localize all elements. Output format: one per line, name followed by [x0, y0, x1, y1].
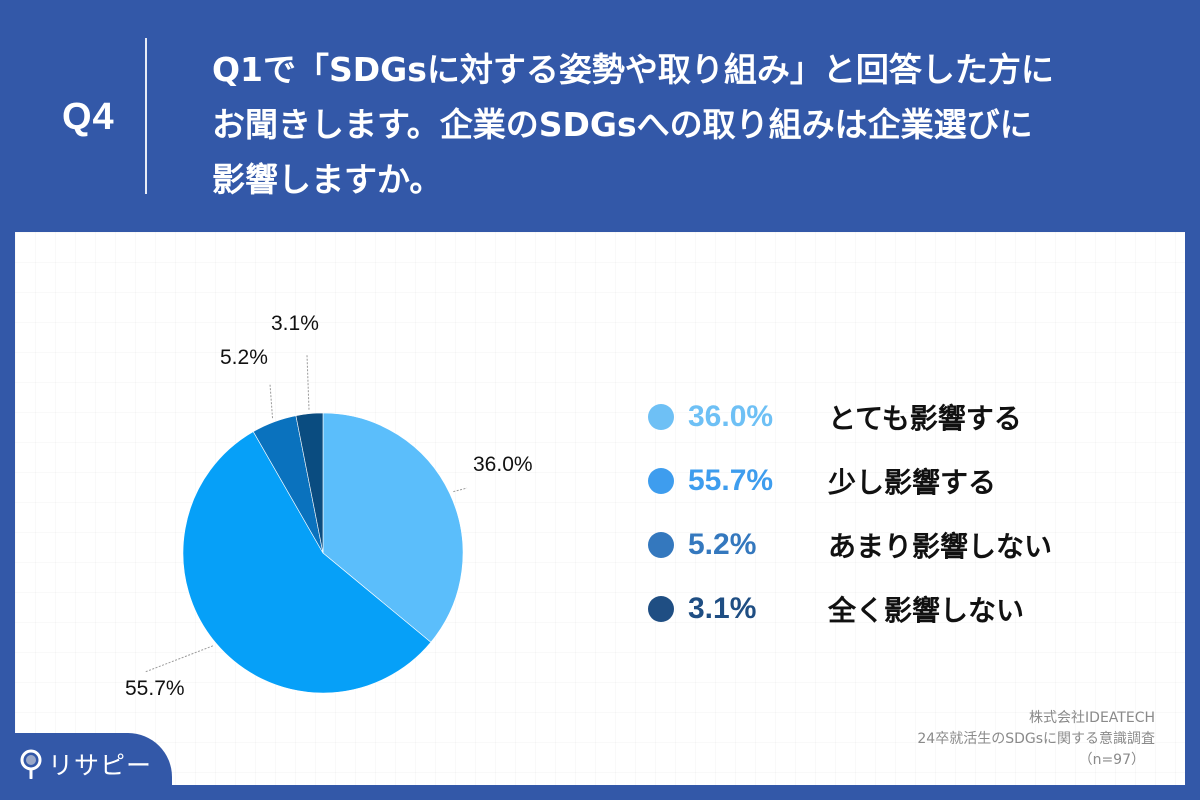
source-sample-size: （n=97） — [1078, 752, 1145, 768]
question-line: 影響しますか。 — [212, 160, 443, 199]
legend-item-very: 36.0% とても影響する — [648, 385, 1052, 449]
legend-dot-icon — [648, 532, 674, 558]
leader-line — [269, 383, 274, 419]
chart-panel: 36.0% 55.7% 5.2% 3.1% 株式会社IDEATECH 24卒就活… — [15, 232, 1185, 785]
question-line: Q1で「SDGsに対する姿勢や取り組み」と回答した方に — [212, 50, 1054, 89]
header-divider — [145, 38, 147, 194]
leader-line — [306, 354, 310, 410]
pie-slice-somewhat — [182, 431, 432, 694]
pie-label-very: 36.0% — [473, 453, 533, 476]
source-survey: 24卒就活生のSDGsに関する意識調査 — [917, 731, 1155, 747]
legend-item-not-much: 5.2% あまり影響しない — [648, 513, 1052, 577]
leader-line — [144, 645, 214, 673]
legend-label: あまり影響しない — [828, 530, 1053, 563]
pie-label-somewhat: 55.7% — [125, 677, 185, 700]
legend-item-not-at-all: 3.1% 全く影響しない — [648, 577, 1052, 641]
legend-dot-icon — [648, 468, 674, 494]
legend-label: とても影響する — [828, 402, 1022, 435]
brand-logo: リサピー — [20, 746, 152, 782]
question-text: Q1で「SDGsに対する姿勢や取り組み」と回答した方に お聞きします。企業のSD… — [212, 42, 1142, 207]
legend-dot-icon — [648, 404, 674, 430]
source-note: 株式会社IDEATECH 24卒就活生のSDGsに関する意識調査 （n=97） — [917, 708, 1155, 771]
pie-chart — [144, 354, 468, 694]
legend-percent: 36.0% — [688, 400, 774, 433]
legend-label: 全く影響しない — [828, 594, 1025, 627]
legend-dot-icon — [648, 596, 674, 622]
legend-label: 少し影響する — [828, 466, 997, 499]
question-header: Q4 Q1で「SDGsに対する姿勢や取り組み」と回答した方に お聞きします。企業… — [0, 0, 1200, 232]
logo-text: リサピー — [48, 751, 153, 780]
leader-line — [453, 487, 468, 493]
chart-legend: 36.0% とても影響する 55.7% 少し影響する 5.2% あまり影響しない… — [648, 385, 1052, 641]
pie-slice-not-at-all — [295, 412, 324, 554]
legend-percent: 55.7% — [688, 464, 774, 497]
legend-percent: 3.1% — [688, 592, 757, 625]
pie-label-not-at-all: 3.1% — [271, 312, 319, 335]
legend-percent: 5.2% — [688, 528, 757, 561]
legend-item-somewhat: 55.7% 少し影響する — [648, 449, 1052, 513]
logo-tab — [0, 733, 172, 800]
pie-label-not-much: 5.2% — [220, 346, 268, 369]
source-company: 株式会社IDEATECH — [1029, 710, 1155, 726]
question-line: お聞きします。企業のSDGsへの取り組みは企業選びに — [212, 105, 1033, 144]
question-number: Q4 — [62, 96, 115, 138]
map-pin-icon — [20, 749, 42, 779]
pie-slice-very — [322, 412, 464, 643]
